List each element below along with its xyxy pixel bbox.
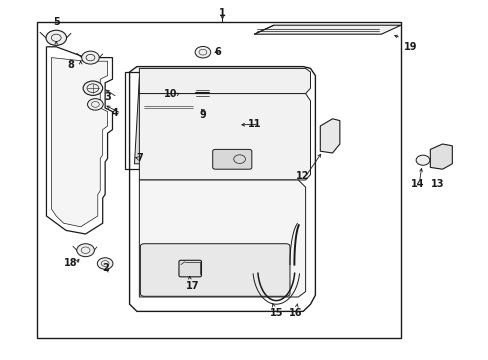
Polygon shape (134, 77, 154, 164)
Polygon shape (139, 94, 310, 180)
Circle shape (415, 155, 429, 165)
Circle shape (87, 99, 103, 110)
Polygon shape (254, 25, 400, 34)
Text: 18: 18 (64, 258, 78, 268)
Polygon shape (139, 68, 310, 94)
Text: 17: 17 (186, 281, 200, 291)
Text: 14: 14 (410, 179, 424, 189)
Text: 19: 19 (403, 42, 417, 52)
Text: 12: 12 (296, 171, 309, 181)
FancyBboxPatch shape (140, 244, 289, 296)
Text: 13: 13 (430, 179, 444, 189)
Bar (124, 72, 203, 169)
Polygon shape (320, 119, 339, 153)
Text: 10: 10 (164, 89, 178, 99)
Circle shape (97, 258, 113, 269)
Circle shape (180, 87, 196, 99)
Polygon shape (51, 58, 107, 227)
Ellipse shape (217, 122, 237, 128)
Circle shape (46, 30, 66, 45)
Text: 5: 5 (53, 17, 60, 27)
Circle shape (81, 51, 99, 64)
Bar (142, 104, 195, 109)
Text: 3: 3 (104, 92, 111, 102)
Text: 16: 16 (288, 308, 302, 318)
Polygon shape (139, 180, 305, 297)
Circle shape (195, 46, 210, 58)
Text: 9: 9 (199, 110, 206, 120)
FancyBboxPatch shape (179, 260, 201, 277)
Text: 1: 1 (219, 8, 225, 18)
Text: 8: 8 (67, 60, 74, 70)
Text: 4: 4 (111, 108, 118, 118)
Text: 6: 6 (214, 47, 221, 57)
Text: 7: 7 (136, 153, 142, 163)
Text: 11: 11 (247, 119, 261, 129)
Polygon shape (429, 144, 451, 169)
Text: 2: 2 (102, 263, 108, 273)
Text: 15: 15 (269, 308, 283, 318)
Circle shape (77, 244, 94, 257)
Circle shape (83, 81, 102, 95)
Bar (37, 22, 400, 338)
FancyBboxPatch shape (212, 149, 251, 169)
